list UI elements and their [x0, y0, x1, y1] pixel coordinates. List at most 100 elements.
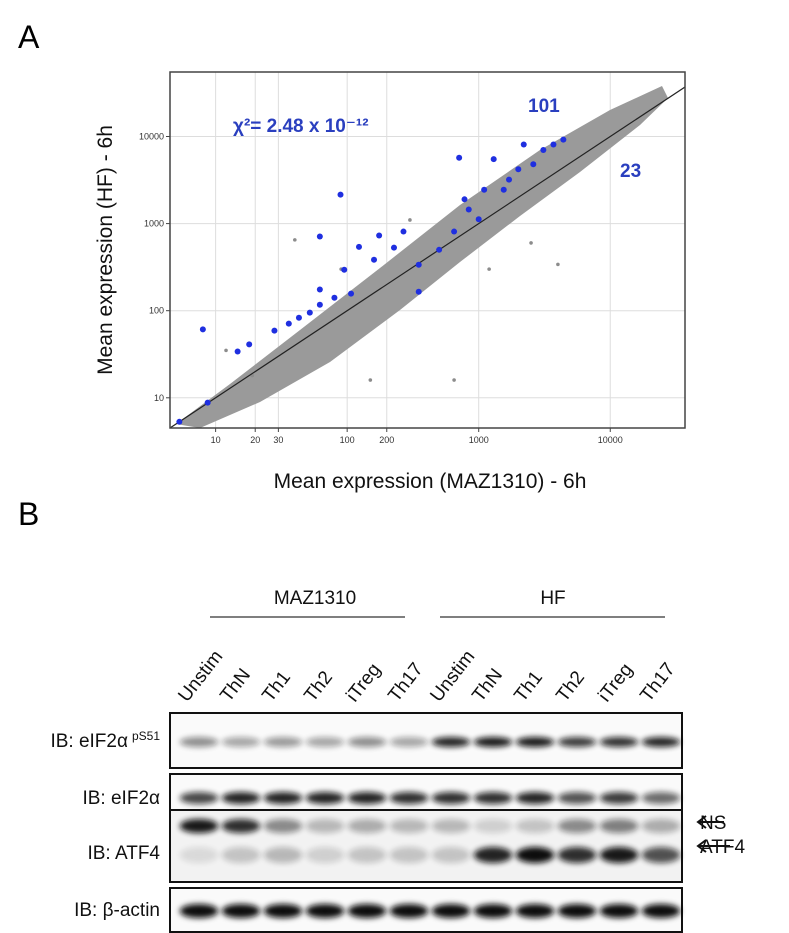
plot [170, 86, 685, 428]
y-tick-label: 100 [149, 306, 164, 316]
band [557, 819, 597, 833]
lane-label: Th17 [636, 659, 679, 706]
band [305, 792, 345, 804]
point [337, 191, 344, 198]
band [221, 847, 261, 863]
point [316, 233, 323, 240]
point [234, 348, 241, 355]
band [599, 792, 639, 804]
band [263, 792, 303, 804]
band [473, 819, 513, 833]
point [293, 238, 297, 242]
lane-label: Th2 [300, 667, 337, 706]
band [515, 904, 555, 918]
point [316, 301, 323, 308]
band [389, 792, 429, 804]
point [475, 216, 482, 223]
point [452, 378, 456, 382]
lane-label: Th1 [510, 667, 547, 706]
band [473, 847, 513, 863]
point [348, 290, 355, 297]
annotation: 23 [620, 161, 641, 182]
point [520, 141, 527, 148]
band [305, 847, 345, 863]
point [408, 218, 412, 222]
x-tick-label: 20 [250, 435, 260, 445]
x-tick-label: 100 [340, 435, 355, 445]
point [481, 186, 488, 193]
point [436, 246, 443, 253]
band [641, 819, 681, 833]
band [641, 904, 681, 918]
band [431, 737, 471, 747]
point [456, 154, 463, 161]
lane-label: Th1 [258, 667, 295, 706]
arrow [696, 839, 730, 853]
band [263, 819, 303, 833]
point [246, 341, 253, 348]
band [221, 792, 261, 804]
point [487, 267, 491, 271]
band [431, 819, 471, 833]
band [641, 737, 681, 747]
band [347, 847, 387, 863]
point [368, 378, 373, 382]
band [305, 819, 345, 833]
point [490, 156, 497, 163]
point [316, 286, 323, 293]
band [557, 847, 597, 863]
row-label: IB: eIF2α [82, 788, 160, 809]
annotation: χ²= 2.48 x 10⁻¹² [233, 116, 369, 137]
band [305, 737, 345, 747]
band [389, 819, 429, 833]
band [221, 904, 261, 918]
band [431, 904, 471, 918]
band [473, 737, 513, 747]
row-label-text: IB: ATF4 [87, 843, 160, 864]
point [415, 288, 422, 295]
point [285, 320, 292, 327]
y-axis-label: Mean expression (HF) - 6h [94, 125, 117, 375]
point [341, 266, 348, 273]
y-tick-label: 1000 [144, 219, 164, 229]
point [529, 241, 533, 245]
point [550, 141, 557, 148]
point [224, 348, 228, 353]
band [221, 819, 261, 833]
arrows [696, 815, 730, 853]
point [560, 136, 567, 143]
lane-label: iTreg [594, 660, 637, 706]
x-tick-label: 10000 [598, 435, 623, 445]
x-tick-label: 1000 [469, 435, 489, 445]
band [599, 819, 639, 833]
x-tick-label: 200 [379, 435, 394, 445]
band [347, 819, 387, 833]
row-label-superscript: pS51 [132, 729, 160, 743]
y-tick-label: 10000 [139, 131, 164, 141]
point [515, 166, 522, 173]
lane-label: ThN [468, 665, 507, 706]
band [515, 819, 555, 833]
x-tick-label: 30 [273, 435, 283, 445]
lane-label: Th17 [384, 659, 427, 706]
band [557, 737, 597, 747]
point [355, 243, 362, 250]
row-label-text: IB: eIF2α [82, 788, 160, 809]
band [347, 737, 387, 747]
panel-label: A [18, 19, 40, 55]
arrow-label: ATF4 [700, 837, 745, 858]
band [347, 904, 387, 918]
band [389, 847, 429, 863]
point [295, 314, 302, 321]
band [347, 792, 387, 804]
row-label-text: IB: eIF2α [50, 731, 128, 752]
point [271, 327, 278, 334]
band [179, 904, 219, 918]
blot: IB: eIF2α pS51 IB: eIF2α IB: ATF4 IB: β-acti… [50, 712, 683, 933]
lane-label: ThN [216, 665, 255, 706]
band [473, 792, 513, 804]
band [641, 792, 681, 804]
band [599, 737, 639, 747]
y-tick-label: 10 [154, 393, 164, 403]
